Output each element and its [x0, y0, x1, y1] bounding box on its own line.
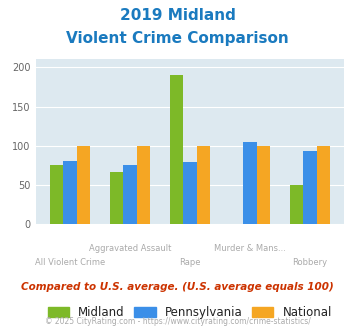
Bar	[170, 75, 183, 224]
Bar	[197, 146, 210, 224]
Bar	[123, 165, 137, 224]
Text: All Violent Crime: All Violent Crime	[35, 258, 105, 267]
Bar	[63, 161, 77, 224]
Text: © 2025 CityRating.com - https://www.cityrating.com/crime-statistics/: © 2025 CityRating.com - https://www.city…	[45, 317, 310, 326]
Bar	[110, 172, 123, 224]
Text: Rape: Rape	[179, 258, 201, 267]
Text: 2019 Midland: 2019 Midland	[120, 8, 235, 23]
Legend: Midland, Pennsylvania, National: Midland, Pennsylvania, National	[48, 306, 332, 319]
Bar	[137, 146, 150, 224]
Bar	[183, 162, 197, 224]
Bar	[317, 146, 330, 224]
Text: Violent Crime Comparison: Violent Crime Comparison	[66, 31, 289, 46]
Bar	[290, 185, 303, 224]
Text: Aggravated Assault: Aggravated Assault	[89, 244, 171, 253]
Bar	[303, 151, 317, 224]
Bar	[77, 146, 90, 224]
Bar	[257, 146, 270, 224]
Text: Compared to U.S. average. (U.S. average equals 100): Compared to U.S. average. (U.S. average …	[21, 282, 334, 292]
Bar	[50, 165, 63, 224]
Bar	[243, 142, 257, 224]
Text: Robbery: Robbery	[293, 258, 327, 267]
Text: Murder & Mans...: Murder & Mans...	[214, 244, 286, 253]
